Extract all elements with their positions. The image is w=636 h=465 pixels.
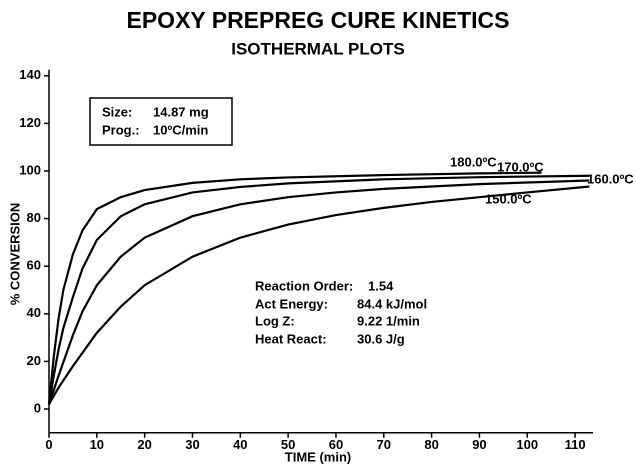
y-tick-label: 120 (19, 115, 41, 130)
annotation: 30.6 J/g (357, 331, 405, 346)
info-box (89, 97, 233, 146)
annotation: 10ºC/min (153, 122, 208, 137)
x-tick-label: 80 (424, 437, 438, 452)
series-line (48, 185, 590, 405)
annotation: Reaction Order: (255, 278, 353, 293)
y-tick-label: 100 (19, 162, 41, 177)
x-tick-label: 20 (137, 437, 151, 452)
x-tick-label: 50 (281, 437, 295, 452)
x-tick-label: 30 (185, 437, 199, 452)
x-tick-label: 10 (90, 437, 104, 452)
annotation: Log Z: (255, 313, 295, 328)
annotation: 84.4 kJ/mol (357, 296, 427, 311)
series-line (47, 171, 542, 405)
x-tick-label: 90 (472, 437, 486, 452)
series-label: 180.0ºC (450, 154, 497, 169)
y-tick-label: 140 (19, 67, 41, 82)
x-tick-label: 40 (233, 437, 247, 452)
series-label: 160.0ºC (587, 171, 634, 186)
annotation: Size: (102, 104, 132, 119)
y-tick-label: 60 (27, 258, 41, 273)
y-tick-label: 80 (27, 210, 41, 225)
x-axis-label: TIME (min) (285, 449, 351, 464)
y-tick-label: 20 (27, 353, 41, 368)
annotation: 14.87 mg (153, 104, 209, 119)
x-tick-label: 70 (377, 437, 391, 452)
annotation: Prog.: (102, 122, 140, 137)
series-line (47, 174, 590, 405)
x-tick-label: 100 (516, 437, 538, 452)
x-tick-label: 0 (45, 437, 52, 452)
y-tick-label: 40 (27, 305, 41, 320)
x-tick-label: 110 (565, 437, 586, 452)
series-label: 170.0ºC (497, 159, 544, 174)
chart-title: EPOXY PREPREG CURE KINETICS (127, 7, 510, 33)
x-tick-label: 60 (329, 437, 343, 452)
annotation: Heat React: (255, 331, 327, 346)
annotation: 1.54 (368, 278, 394, 293)
y-axis-label: % CONVERSION (7, 203, 22, 306)
series-line (47, 179, 590, 405)
annotation: 9.22 1/min (357, 313, 420, 328)
annotation: Act Energy: (255, 296, 328, 311)
chart-subtitle: ISOTHERMAL PLOTS (231, 39, 404, 58)
y-tick-label: 0 (34, 400, 41, 415)
series-label: 150.0ºC (485, 191, 532, 206)
